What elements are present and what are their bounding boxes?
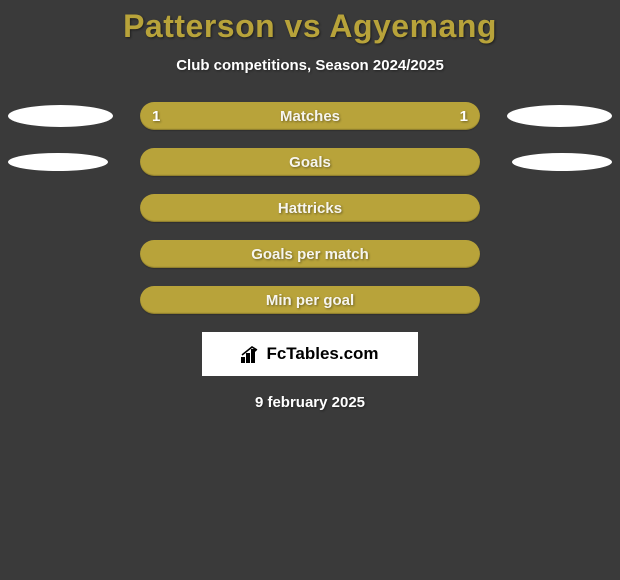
date-text: 9 february 2025 [0,394,620,411]
stat-row: Goals [0,148,620,176]
stat-bar: Goals per match [140,240,480,268]
subtitle: Club competitions, Season 2024/2025 [0,57,620,74]
stat-row: Min per goal [0,286,620,314]
stat-bar: Goals [140,148,480,176]
ellipse-right [512,153,612,171]
logo-text: FcTables.com [266,344,378,364]
ellipse-left [8,153,108,171]
ellipse-left [8,105,113,127]
stat-bar: 1 Matches 1 [140,102,480,130]
stat-value-right: 1 [460,108,468,125]
ellipse-right [507,105,612,127]
stat-label: Goals [289,154,331,171]
stat-label: Matches [280,108,340,125]
page-title: Patterson vs Agyemang [0,0,620,45]
stat-bar: Min per goal [140,286,480,314]
stat-bar: Hattricks [140,194,480,222]
stat-row: Hattricks [0,194,620,222]
stat-label: Min per goal [266,292,354,309]
stat-row: 1 Matches 1 [0,102,620,130]
stat-label: Hattricks [278,200,342,217]
stat-value-left: 1 [152,108,160,125]
stat-label: Goals per match [251,246,369,263]
infographic-container: Patterson vs Agyemang Club competitions,… [0,0,620,580]
logo-box: FcTables.com [202,332,418,376]
chart-icon [241,345,263,363]
logo: FcTables.com [241,344,378,364]
stat-row: Goals per match [0,240,620,268]
stats-list: 1 Matches 1 Goals Hattricks Goals per match Mi… [0,102,620,314]
